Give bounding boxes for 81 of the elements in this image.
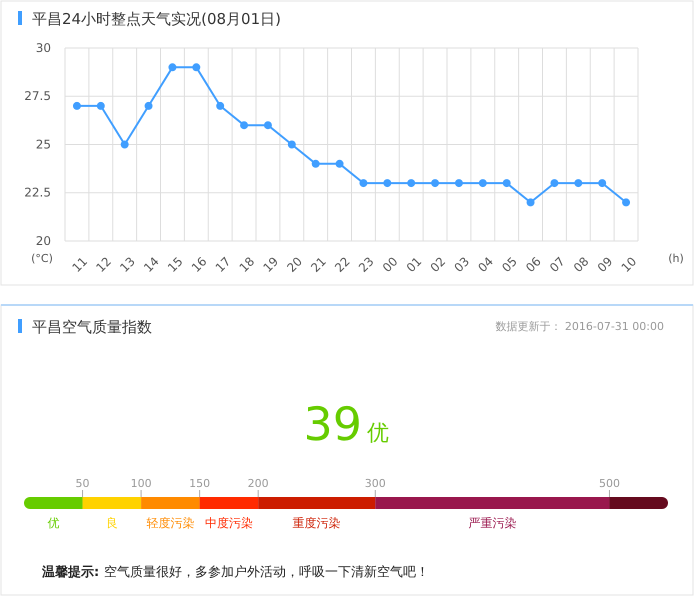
x-tick-label: 13	[117, 254, 138, 276]
bar	[24, 497, 83, 509]
series-label: 重度污染	[292, 516, 341, 530]
x-tick-label: 23	[356, 254, 377, 276]
x-tick-label: 04	[475, 254, 496, 276]
x-tick-label: 100	[130, 477, 152, 490]
x-tick-label: 10	[618, 254, 640, 276]
x-tick-label: 19	[260, 254, 282, 276]
point	[598, 179, 606, 188]
x-tick-label: 16	[188, 254, 210, 276]
x-tick-label: 150	[189, 477, 210, 490]
point	[359, 179, 368, 188]
x-tick-label: 09	[594, 254, 616, 276]
point	[526, 198, 535, 206]
point	[264, 121, 272, 130]
x-tick-label: 18	[236, 254, 258, 276]
y-tick-label: 22.5	[24, 186, 51, 200]
x-tick-label: 300	[364, 477, 386, 490]
point	[550, 179, 558, 188]
x-tick-label: 50	[76, 477, 90, 490]
point	[574, 179, 582, 188]
point	[216, 102, 224, 110]
x-tick-label: 22	[332, 254, 353, 276]
y-tick-label: 20	[36, 234, 51, 248]
x-tick-label: 12	[93, 254, 114, 276]
y-tick-label: 25	[36, 137, 51, 152]
x-tick-label: 03	[451, 254, 472, 276]
text: 39	[303, 397, 362, 451]
bar	[609, 497, 668, 509]
point	[120, 140, 129, 148]
text: 优	[367, 421, 389, 446]
series-label: 优	[47, 516, 60, 530]
x-tick-label: 11	[69, 254, 90, 276]
point	[407, 179, 416, 188]
x-axis-title: (h)	[668, 252, 684, 265]
point	[502, 179, 511, 188]
point	[622, 198, 630, 206]
point	[144, 102, 153, 110]
x-tick-label: 14	[141, 254, 162, 276]
y-axis-title: (°C)	[31, 252, 53, 265]
x-tick-label: 500	[598, 477, 620, 490]
bar	[258, 497, 376, 509]
point	[288, 140, 296, 148]
point	[240, 121, 248, 130]
point	[192, 63, 200, 72]
series-label: 严重污染	[468, 516, 516, 530]
series-label: 轻度污染	[146, 516, 194, 530]
point	[72, 102, 81, 110]
text: 温馨提示:	[41, 565, 100, 580]
x-tick-label: 07	[546, 254, 568, 276]
bar	[375, 497, 610, 509]
chart-subtitle: 数据更新于： 2016-07-31 00:00	[495, 320, 664, 333]
x-tick-label: 05	[499, 254, 520, 276]
point	[336, 160, 344, 168]
series-label: 中度污染	[204, 516, 253, 530]
x-tick-label: 21	[308, 254, 329, 276]
bar	[200, 497, 258, 509]
y-tick-label: 27.5	[24, 89, 51, 104]
y-tick-label: 30	[36, 40, 51, 55]
point	[478, 179, 487, 188]
point	[431, 179, 440, 188]
x-tick-label: 17	[212, 254, 234, 276]
point	[96, 102, 105, 110]
x-tick-label: 01	[404, 254, 424, 276]
chart-title: 平昌空气质量指数	[32, 318, 152, 336]
point	[383, 179, 392, 188]
point	[168, 63, 176, 72]
bar	[141, 497, 200, 509]
x-tick-label: 08	[570, 254, 592, 276]
x-tick-label: 200	[248, 477, 269, 490]
text: 空气质量很好，多参加户外活动，呼吸一下清新空气吧！	[104, 565, 430, 580]
point	[454, 179, 463, 188]
bar	[82, 497, 142, 509]
x-tick-label: 02	[428, 254, 448, 276]
x-tick-label: 20	[284, 254, 306, 276]
x-tick-label: 00	[380, 254, 401, 276]
series-label: 良	[106, 516, 118, 530]
point	[312, 160, 320, 168]
chart-title: 平昌24小时整点天气实况(08月01日)	[32, 10, 281, 28]
x-tick-label: 15	[164, 254, 186, 276]
x-tick-label: 06	[523, 254, 544, 276]
